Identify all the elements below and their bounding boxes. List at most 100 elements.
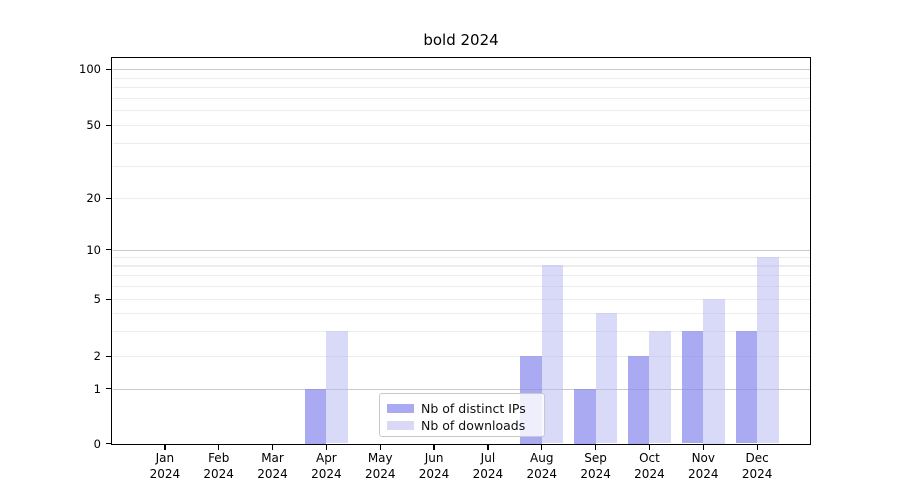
bar-downloads: [326, 330, 348, 444]
x-tick-label: Sep 2024: [568, 450, 624, 482]
x-tick-label-year: 2024: [741, 467, 773, 481]
bar-distinct-ips: [304, 388, 327, 444]
x-tick-label-month: Aug: [530, 451, 554, 465]
x-tick-label-month: Oct: [639, 451, 660, 465]
bar-distinct-ips: [735, 330, 758, 444]
x-tick-label-year: 2024: [526, 467, 558, 481]
x-tick-label: Mar 2024: [245, 450, 301, 482]
x-tick-label: Oct 2024: [621, 450, 677, 482]
y-tick-mark: [106, 197, 112, 199]
x-tick-label: Jun 2024: [406, 450, 462, 482]
y-tick-mark: [106, 443, 112, 445]
bar-distinct-ips: [627, 356, 650, 444]
major-gridline: [112, 388, 810, 390]
x-tick-label-year: 2024: [203, 467, 234, 481]
minor-gridline: [112, 257, 810, 259]
minor-gridline: [112, 274, 810, 277]
minor-gridline: [112, 125, 810, 127]
y-tick-label: 1: [93, 381, 101, 396]
x-tick-label-year: 2024: [418, 467, 450, 481]
minor-gridline: [112, 330, 810, 332]
bar-downloads: [703, 299, 725, 444]
minor-gridline: [112, 299, 810, 301]
x-tick-label-year: 2024: [472, 467, 504, 481]
x-tick-mark: [756, 445, 758, 450]
minor-gridline: [112, 198, 810, 200]
x-tick-label-year: 2024: [311, 467, 342, 481]
minor-gridline: [112, 142, 810, 144]
x-tick-mark: [702, 445, 704, 450]
x-tick-mark: [433, 445, 435, 450]
x-tick-mark: [271, 445, 274, 450]
y-tick-mark: [106, 388, 112, 390]
x-tick-label-month: May: [367, 451, 393, 465]
minor-gridline: [112, 77, 810, 79]
x-tick-label: Dec 2024: [729, 450, 785, 482]
bar-downloads: [541, 265, 564, 444]
major-gridline: [112, 69, 810, 71]
y-tick-label: 50: [86, 118, 101, 132]
x-tick-mark: [487, 445, 489, 450]
minor-gridline: [112, 87, 810, 89]
x-tick-label: Jan 2024: [137, 450, 193, 482]
x-tick-label-year: 2024: [634, 467, 665, 481]
y-tick-mark: [106, 298, 112, 300]
y-tick-label: 20: [86, 191, 101, 205]
x-tick-label-year: 2024: [580, 467, 611, 481]
x-tick-label-year: 2024: [364, 467, 396, 481]
x-tick-label-month: Dec: [745, 451, 769, 465]
x-tick-label-month: Apr: [315, 451, 337, 465]
minor-gridline: [112, 165, 810, 167]
legend-label-distinct-ips: Nb of distinct IPs: [421, 400, 526, 416]
x-tick-label-month: Jun: [424, 451, 444, 465]
x-tick-label-month: Sep: [584, 451, 607, 465]
x-tick-mark: [218, 445, 220, 450]
minor-gridline: [112, 285, 810, 288]
x-tick-mark: [648, 445, 651, 450]
y-tick-mark: [106, 68, 112, 70]
x-tick-label-year: 2024: [688, 467, 719, 481]
y-tick-mark: [106, 355, 112, 357]
legend: Nb of distinct IPs Nb of downloads: [379, 393, 545, 437]
x-tick-mark: [541, 445, 543, 450]
minor-gridline: [112, 110, 810, 112]
x-tick-label-month: Nov: [691, 451, 715, 465]
legend-swatch-downloads-icon: [387, 420, 414, 430]
minor-gridline: [112, 97, 810, 99]
x-tick-label: Feb 2024: [191, 450, 247, 482]
x-tick-mark: [595, 445, 597, 450]
x-tick-label-month: Jul: [480, 451, 496, 465]
minor-gridline: [112, 356, 810, 358]
legend-label-downloads: Nb of downloads: [421, 417, 526, 433]
y-tick-label: 2: [93, 349, 101, 363]
legend-item-downloads: Nb of downloads: [387, 417, 544, 433]
bar-downloads: [595, 312, 618, 444]
y-tick-label: 5: [93, 292, 101, 306]
minor-gridline: [112, 265, 810, 267]
y-tick-label: 0: [93, 436, 101, 451]
legend-swatch-distinct-ips-icon: [387, 403, 414, 413]
y-tick-label: 10: [86, 242, 101, 257]
x-tick-label: Aug 2024: [514, 450, 570, 482]
x-tick-label-year: 2024: [257, 467, 288, 481]
x-tick-label: Nov 2024: [675, 450, 731, 482]
x-tick-mark: [164, 445, 166, 450]
x-tick-label-month: Mar: [261, 451, 284, 465]
x-tick-label: Jul 2024: [460, 450, 516, 482]
bar-downloads: [649, 330, 671, 444]
bar-distinct-ips: [574, 388, 596, 444]
x-tick-label-year: 2024: [149, 467, 181, 481]
y-tick-mark: [106, 124, 112, 126]
x-tick-label-month: Jan: [155, 451, 175, 465]
bar-downloads: [757, 257, 779, 444]
chart-title: bold 2024: [423, 31, 499, 49]
major-gridline: [112, 249, 810, 251]
x-tick-mark: [325, 445, 328, 450]
minor-gridline: [112, 312, 810, 314]
y-tick-mark: [106, 249, 112, 251]
bar-distinct-ips: [681, 330, 704, 444]
x-tick-label-month: Feb: [208, 451, 230, 465]
x-tick-mark: [379, 445, 381, 450]
legend-item-distinct-ips: Nb of distinct IPs: [387, 400, 544, 416]
